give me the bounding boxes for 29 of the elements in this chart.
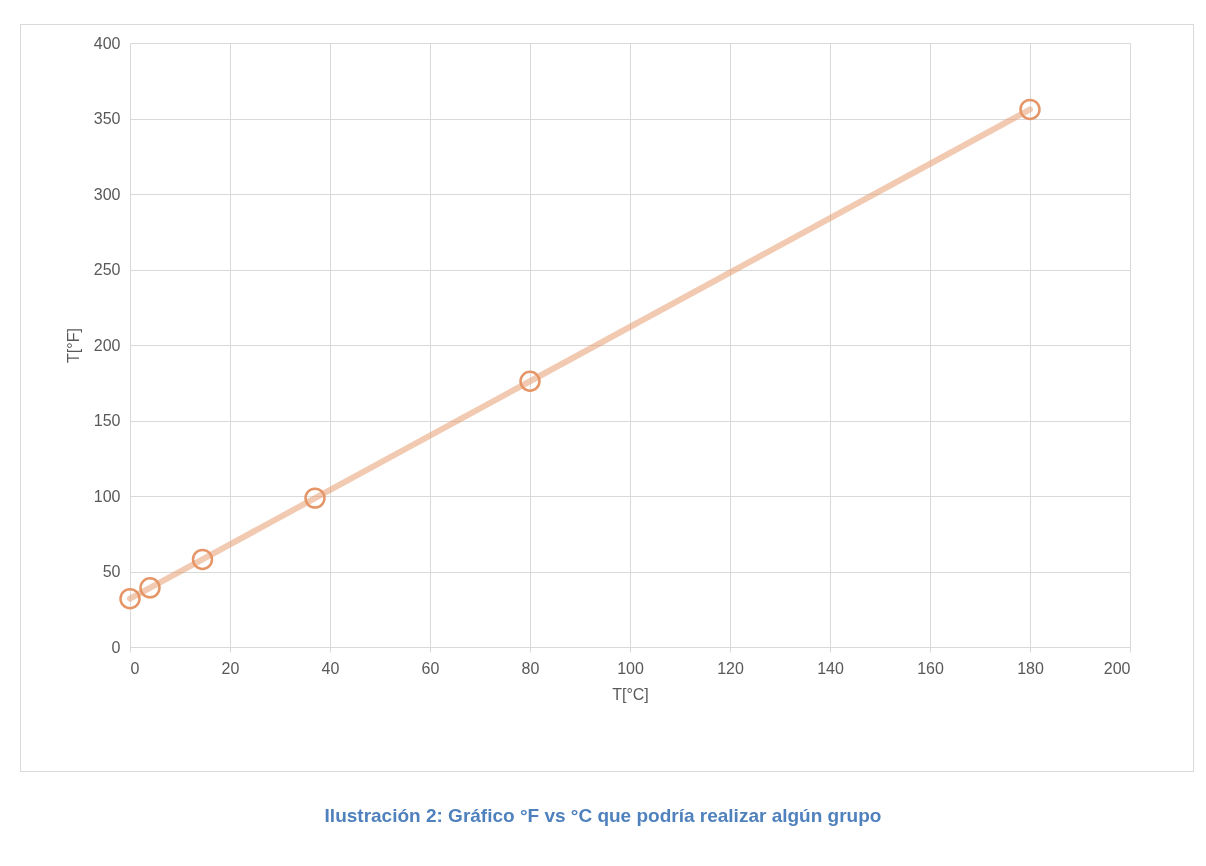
point <box>191 548 214 571</box>
x-tick-label: 180 <box>1017 659 1044 677</box>
y-tick-label: 400 <box>93 34 121 52</box>
point <box>119 587 141 610</box>
y-tick-label: 300 <box>93 185 121 203</box>
y-tick-label: 150 <box>93 412 121 429</box>
x-tick-label: 40 <box>321 659 340 677</box>
y-tick-label: 250 <box>93 261 121 278</box>
y-tick-label: 100 <box>93 487 121 505</box>
y-tick-label: 200 <box>93 336 121 354</box>
x-tick-label: 120 <box>717 659 744 677</box>
x-tick-label: 0 <box>130 659 140 677</box>
point <box>1019 98 1041 121</box>
y-tick-label: 50 <box>102 563 121 580</box>
x-tick-label: 80 <box>521 659 540 677</box>
x-tick-label: 160 <box>917 659 944 677</box>
y-tick-label: 0 <box>111 638 121 656</box>
x-tick-label: 60 <box>421 659 440 677</box>
x-tick-label: 200 <box>1103 659 1131 677</box>
y-tick-label: 350 <box>93 110 121 127</box>
x-tick-label: 100 <box>617 659 644 677</box>
point <box>304 487 326 509</box>
y-axis-title: T[°F] <box>64 328 82 363</box>
text: Ilustración 2: Gráfico °F vs °C que podría realizar algún grupo <box>323 805 883 827</box>
point <box>139 577 161 599</box>
x-tick-label: 140 <box>817 659 844 677</box>
x-axis-title: T[°C] <box>612 685 649 703</box>
x-tick-label: 20 <box>221 659 240 677</box>
point <box>519 370 541 392</box>
